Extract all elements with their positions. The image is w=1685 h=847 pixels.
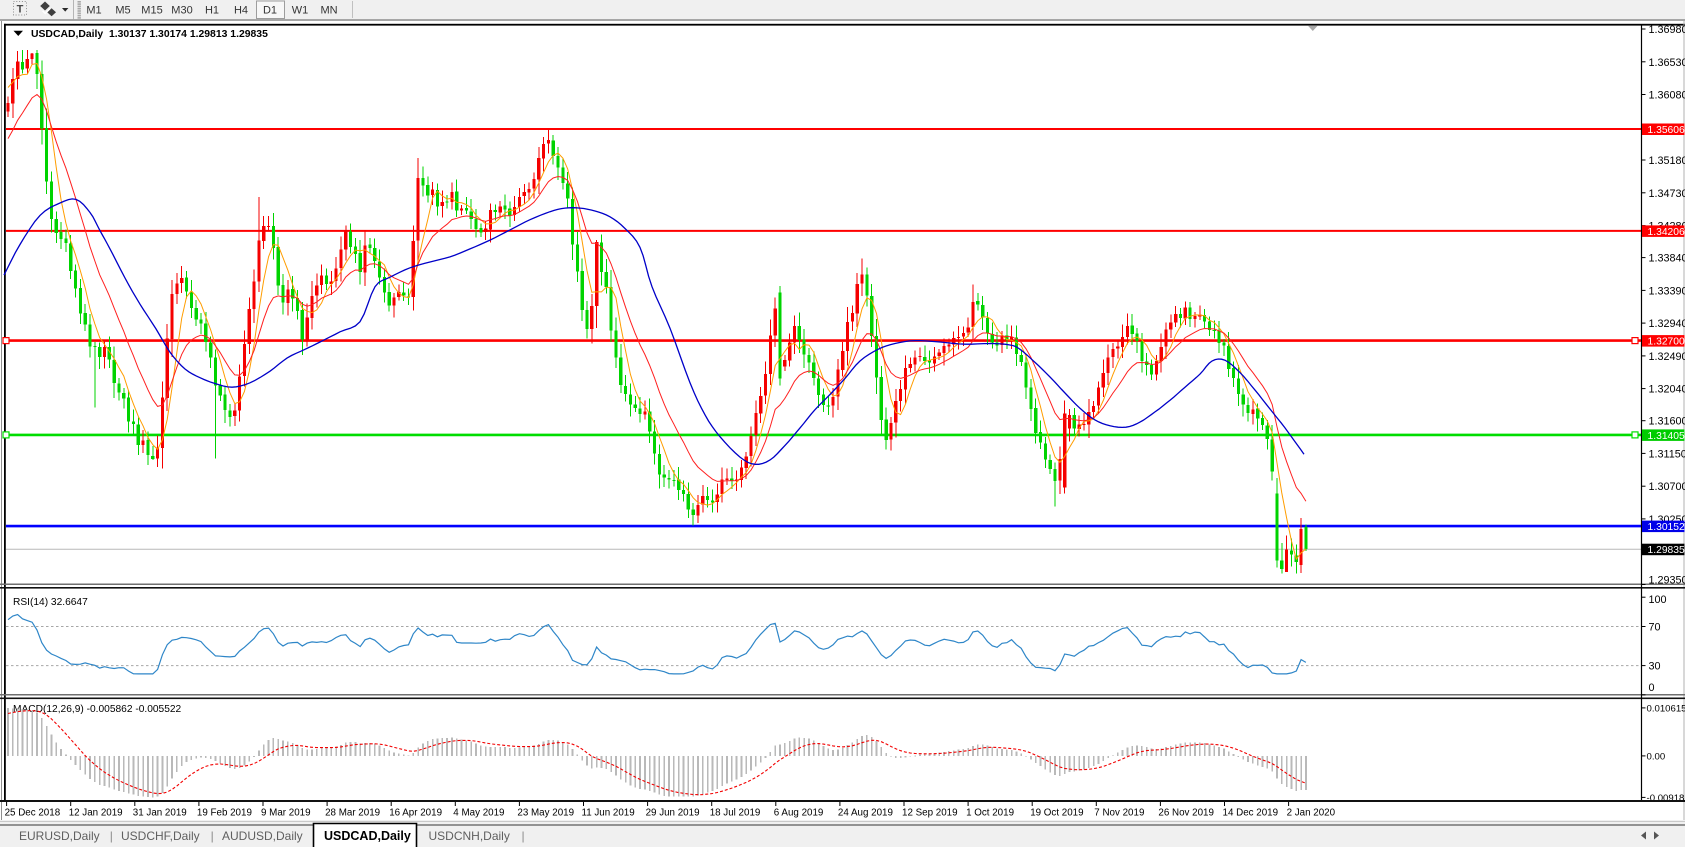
svg-text:4 May 2019: 4 May 2019 (453, 808, 504, 819)
svg-text:7 Nov 2019: 7 Nov 2019 (1094, 808, 1144, 819)
svg-text:23 May 2019: 23 May 2019 (517, 808, 574, 819)
svg-text:M1: M1 (86, 5, 101, 17)
svg-text:MN: MN (320, 5, 337, 17)
svg-text:H4: H4 (234, 5, 248, 17)
svg-text:28 Mar 2019: 28 Mar 2019 (325, 808, 380, 819)
svg-text:1.35180: 1.35180 (1649, 155, 1685, 167)
svg-text:0.010615: 0.010615 (1647, 704, 1685, 715)
svg-text:USDCAD,Daily 1.30137 1.30174: USDCAD,Daily 1.30137 1.30174 1.29813 1.2… (31, 29, 268, 40)
svg-text:M15: M15 (141, 5, 162, 17)
svg-text:USDCHF,Daily: USDCHF,Daily (121, 829, 200, 843)
svg-text:12 Jan 2019: 12 Jan 2019 (69, 808, 123, 819)
svg-text:30: 30 (1649, 661, 1661, 673)
svg-text:M30: M30 (171, 5, 192, 17)
svg-text:1.36080: 1.36080 (1649, 90, 1685, 102)
svg-text:31 Jan 2019: 31 Jan 2019 (133, 808, 187, 819)
svg-text:1.30152: 1.30152 (1648, 522, 1685, 533)
svg-text:|: | (211, 829, 214, 843)
svg-text:1.29835: 1.29835 (1648, 545, 1685, 556)
svg-text:1.32700: 1.32700 (1648, 337, 1685, 348)
svg-text:T: T (17, 4, 24, 16)
svg-text:1.36530: 1.36530 (1649, 57, 1685, 69)
svg-text:USDCNH,Daily: USDCNH,Daily (429, 829, 510, 843)
svg-text:1.33840: 1.33840 (1649, 253, 1685, 265)
svg-text:1.31600: 1.31600 (1649, 416, 1685, 428)
svg-text:25 Dec 2018: 25 Dec 2018 (5, 808, 61, 819)
svg-text:12 Sep 2019: 12 Sep 2019 (902, 808, 958, 819)
svg-text:MACD(12,26,9) -0.005862 -0.005: MACD(12,26,9) -0.005862 -0.005522 (13, 704, 182, 715)
svg-text:D1: D1 (263, 5, 277, 17)
svg-text:1.30700: 1.30700 (1649, 481, 1685, 493)
svg-text:AUDUSD,Daily: AUDUSD,Daily (222, 829, 303, 843)
svg-text:14 Dec 2019: 14 Dec 2019 (1223, 808, 1279, 819)
svg-text:1.34206: 1.34206 (1648, 227, 1685, 238)
svg-text:RSI(14) 32.6647: RSI(14) 32.6647 (13, 597, 88, 608)
svg-text:1.29350: 1.29350 (1649, 575, 1685, 587)
svg-text:16 Apr 2019: 16 Apr 2019 (389, 808, 442, 819)
svg-text:-0.009181: -0.009181 (1647, 793, 1685, 804)
svg-text:1.32940: 1.32940 (1649, 318, 1685, 330)
svg-text:9 Mar 2019: 9 Mar 2019 (261, 808, 311, 819)
svg-text:|: | (110, 829, 113, 843)
svg-text:11 Jun 2019: 11 Jun 2019 (582, 808, 635, 819)
svg-text:1.33390: 1.33390 (1649, 285, 1685, 297)
svg-text:1.31405: 1.31405 (1648, 431, 1685, 442)
svg-text:18 Jul 2019: 18 Jul 2019 (710, 808, 761, 819)
svg-text:1.32490: 1.32490 (1649, 351, 1685, 363)
svg-text:1.34730: 1.34730 (1649, 188, 1685, 200)
svg-text:M5: M5 (115, 5, 130, 17)
svg-text:1.35606: 1.35606 (1648, 125, 1685, 136)
svg-text:26 Nov 2019: 26 Nov 2019 (1158, 808, 1214, 819)
svg-text:W1: W1 (292, 5, 309, 17)
svg-text:1.31150: 1.31150 (1649, 448, 1685, 460)
svg-text:1 Oct 2019: 1 Oct 2019 (966, 808, 1014, 819)
svg-text:1.36980: 1.36980 (1649, 24, 1685, 36)
svg-text:29 Jun 2019: 29 Jun 2019 (646, 808, 700, 819)
svg-text:2 Jan 2020: 2 Jan 2020 (1287, 808, 1336, 819)
svg-text:24 Aug 2019: 24 Aug 2019 (838, 808, 893, 819)
svg-text:1.32040: 1.32040 (1649, 384, 1685, 396)
svg-text:|: | (522, 829, 525, 843)
svg-text:19 Feb 2019: 19 Feb 2019 (197, 808, 252, 819)
svg-text:0.00: 0.00 (1647, 752, 1666, 763)
svg-text:USDCAD,Daily: USDCAD,Daily (324, 829, 411, 843)
svg-text:H1: H1 (205, 5, 219, 17)
svg-text:EURUSD,Daily: EURUSD,Daily (19, 829, 100, 843)
svg-text:6 Aug 2019: 6 Aug 2019 (774, 808, 824, 819)
svg-text:0: 0 (1649, 682, 1655, 694)
svg-text:19 Oct 2019: 19 Oct 2019 (1030, 808, 1083, 819)
svg-text:70: 70 (1649, 622, 1661, 634)
svg-text:100: 100 (1649, 594, 1667, 606)
